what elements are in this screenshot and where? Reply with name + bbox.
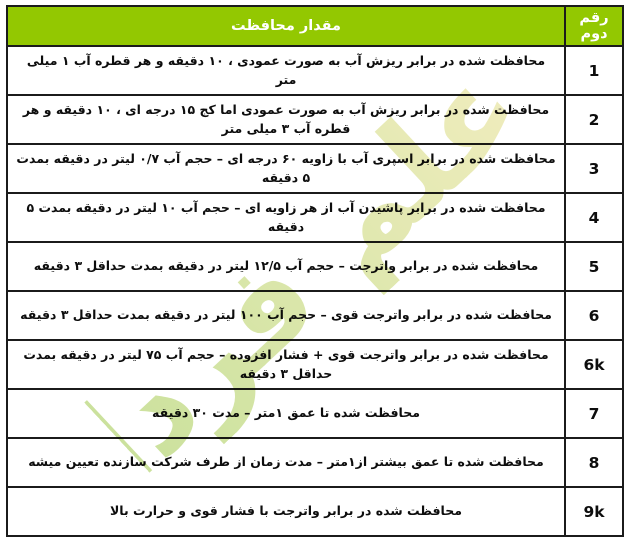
digit-cell: 4 xyxy=(564,192,624,243)
column-header-protection: مقدار محافظت xyxy=(6,5,566,47)
table-row: 7 محافظت شده تا عمق ۱متر – مدت ۳۰ دقیقه xyxy=(6,388,624,439)
protection-cell: محافظت شده در برابر ریزش آب به صورت عمود… xyxy=(6,45,566,96)
table-row: 6 محافظت شده در برابر واترجت قوی – حجم آ… xyxy=(6,290,624,341)
table-row: 6k محافظت شده در برابر واترجت قوی + فشار… xyxy=(6,339,624,390)
protection-cell: محافظت شده تا عمق ۱متر – مدت ۳۰ دقیقه xyxy=(6,388,566,439)
protection-cell: محافظت شده تا عمق بیشتر از۱متر – مدت زما… xyxy=(6,437,566,488)
table-row: 2 محافظت شده در برابر ریزش آب به صورت عم… xyxy=(6,94,624,145)
digit-cell: 3 xyxy=(564,143,624,194)
digit-cell: 8 xyxy=(564,437,624,488)
column-header-digit: رقم دوم xyxy=(564,5,624,47)
header-row: رقم دوم مقدار محافظت xyxy=(6,5,624,47)
protection-cell: محافظت شده در برابر اسپری آب با زاویه ۶۰… xyxy=(6,143,566,194)
ip-water-protection-table: رقم دوم مقدار محافظت 1 محافظت شده در برا… xyxy=(6,5,624,537)
table-row: 9k محافظت شده در برابر واترجت با فشار قو… xyxy=(6,486,624,537)
table-row: 8 محافظت شده تا عمق بیشتر از۱متر – مدت ز… xyxy=(6,437,624,488)
table-row: 3 محافظت شده در برابر اسپری آب با زاویه … xyxy=(6,143,624,194)
table-row: 5 محافظت شده در برابر واترجت – حجم آب ۱۲… xyxy=(6,241,624,292)
digit-cell: 7 xyxy=(564,388,624,439)
protection-cell: محافظت شده در برابر واترجت قوی – حجم آب … xyxy=(6,290,566,341)
protection-cell: محافظت شده در برابر واترجت – حجم آب ۱۲/۵… xyxy=(6,241,566,292)
protection-cell: محافظت شده در برابر واترجت قوی + فشار اف… xyxy=(6,339,566,390)
table-row: 4 محافظت شده در برابر پاشیدن آب از هر زا… xyxy=(6,192,624,243)
digit-cell: 2 xyxy=(564,94,624,145)
protection-cell: محافظت شده در برابر واترجت با فشار قوی و… xyxy=(6,486,566,537)
digit-cell: 6 xyxy=(564,290,624,341)
protection-cell: محافظت شده در برابر ریزش آب به صورت عمود… xyxy=(6,94,566,145)
digit-cell: 6k xyxy=(564,339,624,390)
digit-cell: 9k xyxy=(564,486,624,537)
protection-cell: محافظت شده در برابر پاشیدن آب از هر زاوی… xyxy=(6,192,566,243)
digit-cell: 1 xyxy=(564,45,624,96)
table-row: 1 محافظت شده در برابر ریزش آب به صورت عم… xyxy=(6,45,624,96)
digit-cell: 5 xyxy=(564,241,624,292)
